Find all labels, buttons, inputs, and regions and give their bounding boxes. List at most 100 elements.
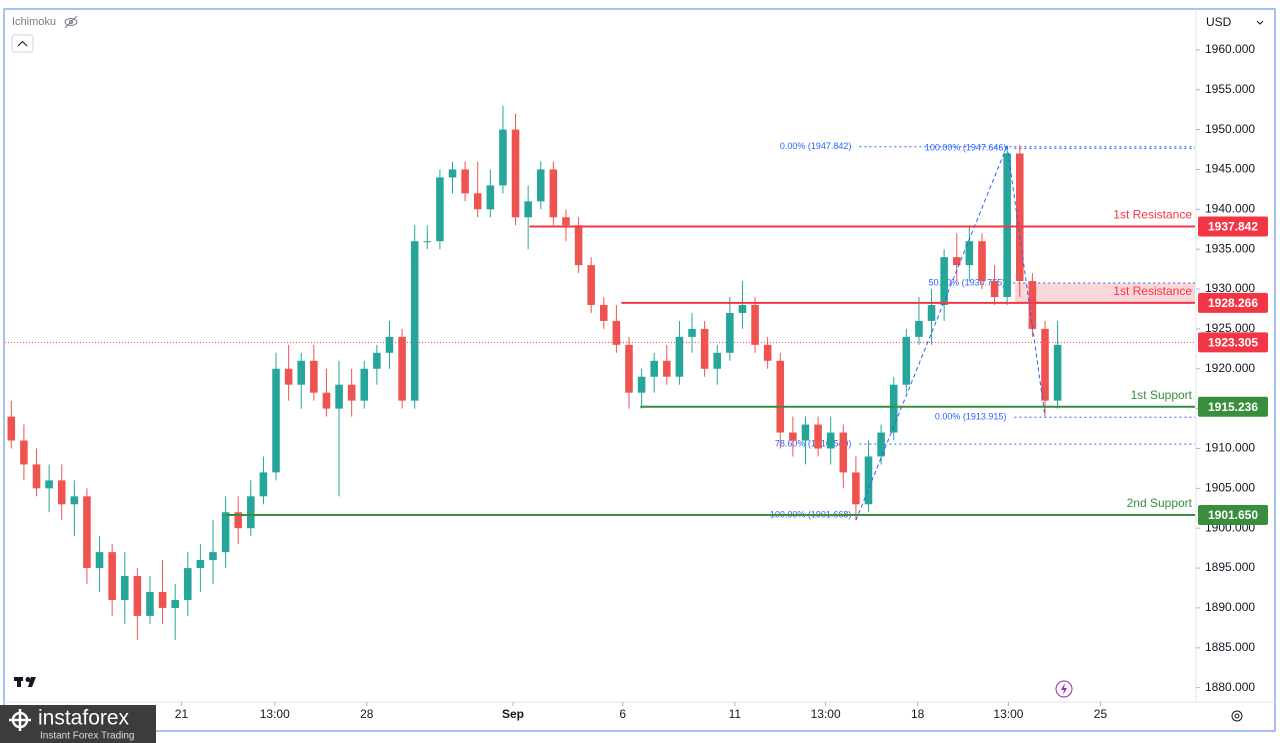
candle-body: [209, 552, 217, 561]
collapse-icon: [17, 40, 28, 47]
candle-body: [952, 257, 961, 266]
candle-body: [852, 472, 860, 505]
candle-body: [650, 360, 658, 377]
fib-label: 0.00% (1913.915): [935, 412, 1007, 422]
y-tick-label: 1930.000: [1205, 281, 1255, 295]
candle-body: [385, 336, 394, 353]
dropdown-icon: [1256, 20, 1264, 25]
candle-body: [738, 304, 747, 313]
currency-label: USD: [1206, 15, 1232, 29]
x-tick-label: 13:00: [811, 707, 841, 721]
fib-diagonal: [855, 145, 1008, 521]
logo-mark: [9, 709, 31, 731]
candle-body: [927, 304, 936, 321]
candle-body: [196, 560, 205, 569]
candle-body: [688, 328, 696, 337]
candle-body: [347, 384, 356, 401]
candle-body: [57, 480, 66, 505]
candle-body: [574, 225, 583, 266]
candle-body: [801, 424, 810, 441]
candle-body: [108, 552, 116, 600]
fib-label: 50.00% (1930.755): [929, 277, 1006, 287]
price-tag: [1198, 216, 1268, 237]
y-tick-label: 1935.000: [1205, 241, 1255, 255]
settings-center: [1234, 713, 1240, 719]
y-tick-label: 1960.000: [1205, 42, 1255, 56]
x-tick-label: 13:00: [260, 707, 290, 721]
y-tick-label: 1940.000: [1205, 201, 1255, 215]
candle-body: [461, 169, 469, 194]
candle-body: [146, 591, 154, 616]
candle-body: [726, 312, 734, 353]
candle-body: [940, 257, 948, 305]
brand: instaforex: [38, 707, 130, 730]
y-tick-label: 1880.000: [1205, 680, 1255, 694]
y-tick-label: 1885.000: [1205, 640, 1255, 654]
candle-body: [864, 456, 873, 505]
candle-body: [171, 599, 179, 608]
candle-body: [536, 169, 545, 202]
candle-body: [45, 480, 53, 489]
collapse-button[interactable]: [11, 34, 34, 53]
settings-icon[interactable]: [1231, 710, 1243, 722]
candle-body: [789, 432, 797, 441]
candle-body: [1028, 281, 1037, 329]
price-tag-label: 1915.236: [1208, 400, 1258, 414]
candle-body: [826, 432, 835, 449]
candle-body: [410, 241, 419, 401]
candle-body: [499, 129, 507, 186]
y-tick-label: 1950.000: [1205, 122, 1255, 136]
tagline: Instant Forex Trading: [40, 731, 135, 742]
candle-body: [524, 201, 532, 218]
candle-body: [120, 576, 129, 600]
x-tick-label: 21: [175, 707, 189, 721]
candle-body: [221, 512, 230, 553]
candle-body: [1015, 153, 1024, 282]
x-tick-label: 6: [619, 707, 626, 721]
price-tag-label: 1901.650: [1208, 508, 1258, 522]
hide-icon[interactable]: [64, 15, 78, 29]
x-tick-label: 28: [360, 707, 374, 721]
lightning: [1061, 683, 1067, 695]
level-name: 2nd Support: [1127, 496, 1193, 510]
candle-body: [322, 392, 331, 409]
candle-body: [814, 424, 822, 449]
candle-body: [284, 368, 293, 385]
candle-body: [423, 241, 432, 243]
last-price-label: 1923.305: [1208, 336, 1258, 350]
candle-body: [373, 352, 381, 369]
candle-body: [637, 376, 646, 393]
candle-body: [990, 281, 999, 298]
candle-body: [839, 432, 848, 473]
candle-body: [562, 217, 570, 226]
candle-body: [663, 360, 671, 377]
price-tag: [1198, 505, 1268, 526]
level-name: 1st Support: [1131, 388, 1193, 402]
candle-body: [133, 576, 142, 616]
fib-diagonal: [1006, 145, 1046, 417]
alert-icon[interactable]: [1055, 680, 1073, 698]
candle-body: [20, 440, 28, 465]
x-tick-label: 18: [911, 707, 925, 721]
y-tick-label: 1890.000: [1205, 600, 1255, 614]
resistance-zone: [1015, 283, 1195, 303]
price-tag-label: 1928.266: [1208, 296, 1258, 310]
candle-body: [272, 368, 280, 473]
candle-body: [763, 344, 772, 361]
candle-body: [184, 568, 192, 600]
candle-body: [1041, 328, 1049, 401]
candle-body: [751, 304, 759, 345]
candle-body: [83, 496, 91, 569]
currency-selector[interactable]: [1200, 12, 1268, 34]
candle-body: [965, 241, 974, 266]
x-tick-label: 11: [729, 707, 742, 721]
candle-body: [486, 185, 495, 210]
fib-label: 78.60% (1910.540): [775, 439, 852, 449]
candle-body: [700, 328, 709, 369]
candle-body: [877, 432, 885, 457]
y-tick-label: 1955.000: [1205, 82, 1255, 96]
candle-body: [1003, 153, 1011, 298]
candle-body: [234, 512, 242, 529]
